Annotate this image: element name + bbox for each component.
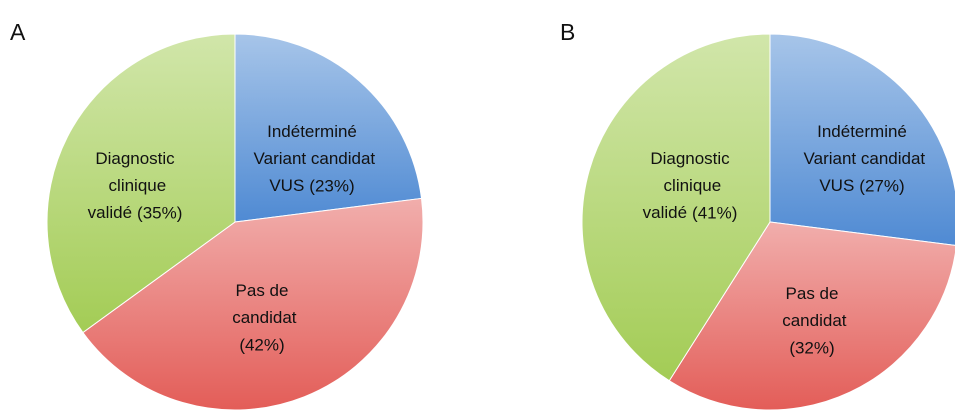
value-label: (32%) bbox=[789, 338, 834, 357]
pie-slice bbox=[769, 33, 955, 246]
slice-label: Diagnostic clinique validé bbox=[88, 149, 176, 222]
slice-label: Diagnostic clinique validé bbox=[643, 149, 731, 222]
value-label: (42%) bbox=[239, 335, 284, 354]
slice-label: Indéterminé Variant candidat VUS bbox=[799, 122, 926, 195]
pie-slice bbox=[46, 33, 236, 334]
pie-slice bbox=[234, 33, 423, 223]
slice-label: Indéterminé Variant candidat VUS bbox=[249, 122, 376, 195]
panel-label: B bbox=[560, 19, 575, 45]
slice-label: Pas de candidat bbox=[778, 284, 847, 330]
value-label: (23%) bbox=[309, 176, 354, 195]
panel-label: A bbox=[10, 19, 26, 45]
value-label: (27%) bbox=[859, 176, 904, 195]
pie-slice bbox=[581, 33, 771, 382]
value-label: (35%) bbox=[137, 203, 182, 222]
pie-slice bbox=[82, 197, 424, 410]
value-label: (41%) bbox=[692, 203, 737, 222]
slice-label: Pas de candidat bbox=[228, 281, 297, 327]
